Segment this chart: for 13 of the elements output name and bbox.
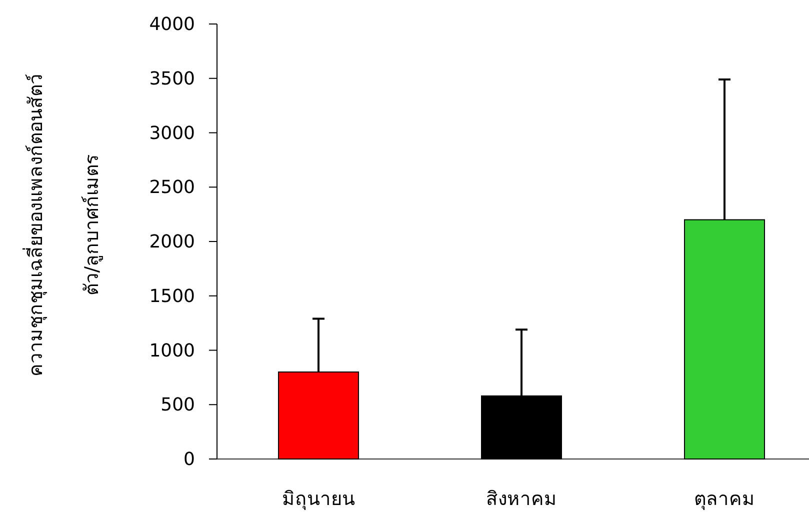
y-tick-label: 1000 [149,340,195,362]
y-tick-label: 4000 [149,14,195,35]
y-tick-label: 1500 [149,286,195,307]
y-tick-label: 2000 [149,232,195,252]
y-tick-label: 0 [184,449,195,470]
y-tick-label: 500 [160,394,195,416]
y-tick-label: 3500 [149,68,195,90]
text: ความชุกชุมเฉลี่ยของแพลงก์ตอนสัตว์ ตัว/ลูกบาศก์เมตร [25,74,103,376]
x-tick-label: มิถุนายน [282,488,355,511]
y-tick-label: 2500 [149,177,195,198]
x-tick-label: สิงหาคม [486,488,557,510]
y-tick-label: 3000 [149,122,195,144]
x-tick-label: ตุลาคม [694,488,755,511]
